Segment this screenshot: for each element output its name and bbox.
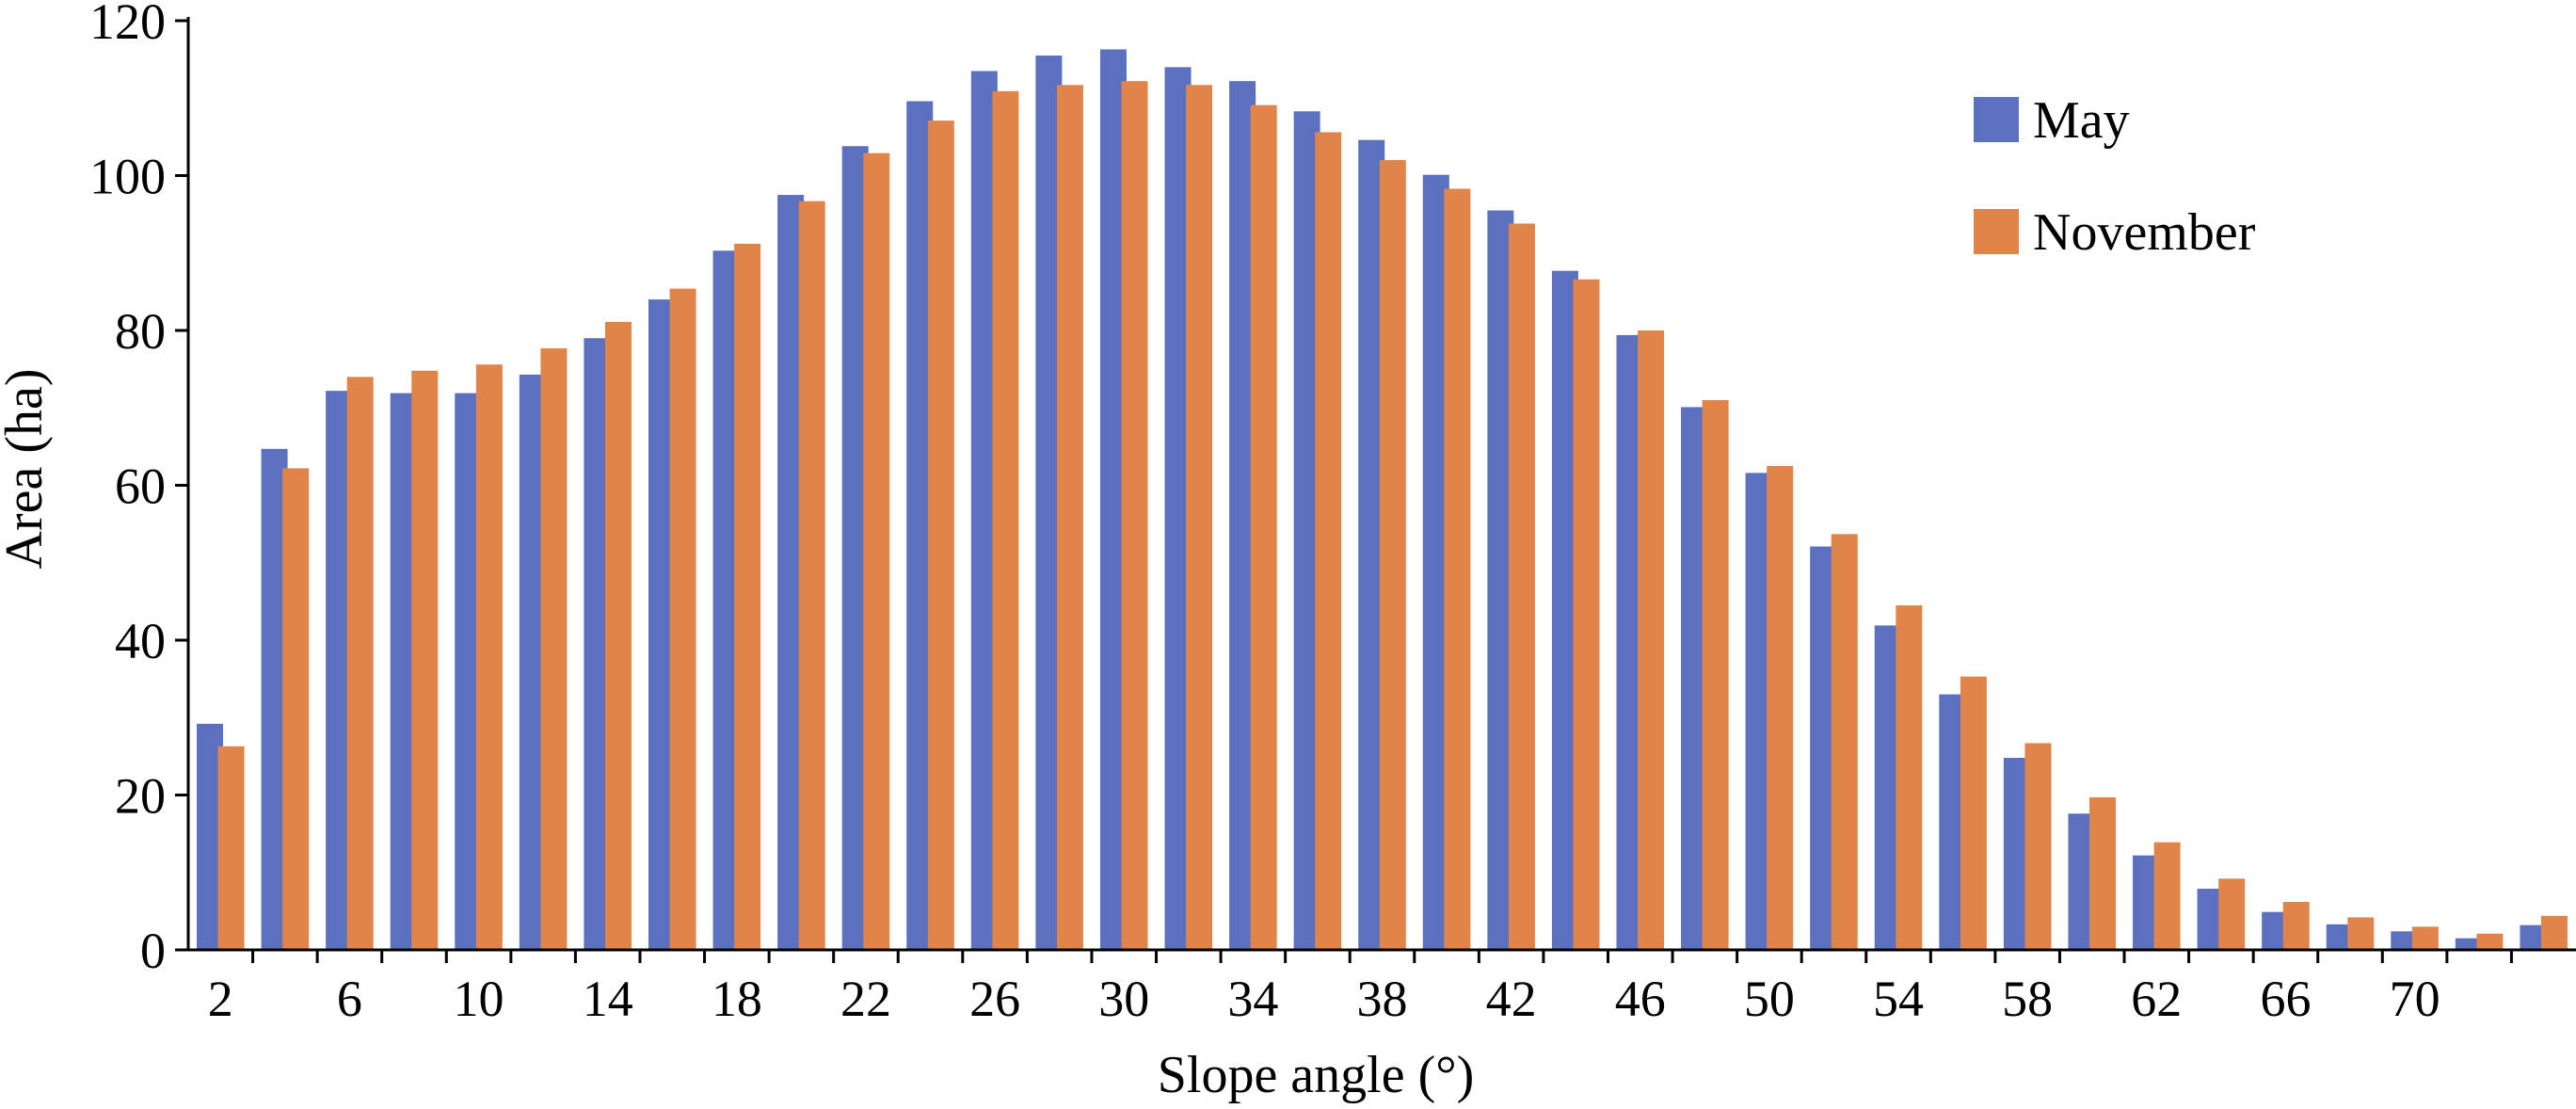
- x-tick-label-26: 26: [969, 971, 1020, 1027]
- x-tick-label-38: 38: [1357, 971, 1408, 1027]
- bar-november-34: [2347, 917, 2375, 950]
- bars-layer: [197, 49, 2568, 951]
- bar-may-35: [2391, 931, 2418, 950]
- bar-november-33: [2282, 902, 2310, 950]
- y-tick-label-80: 80: [115, 303, 166, 360]
- x-tick-label-42: 42: [1486, 971, 1537, 1027]
- x-tick-label-22: 22: [840, 971, 891, 1027]
- bar-november-30: [2089, 796, 2117, 950]
- y-tick-label-40: 40: [115, 613, 166, 669]
- bar-november-25: [1767, 465, 1794, 950]
- bar-november-18: [1315, 132, 1342, 950]
- bar-november-12: [927, 121, 954, 951]
- x-tick-label-10: 10: [454, 971, 504, 1027]
- x-tick-label-62: 62: [2131, 971, 2182, 1027]
- x-tick-label-6: 6: [337, 971, 362, 1027]
- bar-november-2: [282, 468, 310, 950]
- bar-november-29: [2024, 743, 2052, 950]
- bar-may-36: [2455, 938, 2482, 950]
- y-tick-label-60: 60: [115, 458, 166, 515]
- bar-november-14: [1056, 85, 1083, 950]
- bar-november-13: [992, 90, 1019, 950]
- bar-november-21: [1508, 223, 1535, 950]
- x-tick-label-54: 54: [1873, 971, 1924, 1027]
- bar-november-36: [2476, 933, 2504, 950]
- bar-november-6: [540, 347, 568, 951]
- bar-november-35: [2411, 926, 2439, 950]
- bar-november-5: [475, 364, 503, 950]
- bar-november-20: [1444, 188, 1471, 951]
- bar-november-15: [1121, 81, 1148, 950]
- legend-label-may: May: [2033, 91, 2130, 150]
- x-tick-label-14: 14: [583, 971, 633, 1027]
- bar-november-10: [798, 201, 825, 950]
- y-tick-label-20: 20: [115, 768, 166, 825]
- bar-november-37: [2541, 915, 2568, 950]
- legend: May November: [1974, 91, 2256, 262]
- bar-november-17: [1250, 104, 1277, 951]
- bar-november-19: [1379, 160, 1406, 951]
- y-tick-label-0: 0: [140, 923, 166, 979]
- bar-november-27: [1896, 604, 1923, 950]
- bar-november-1: [217, 746, 245, 950]
- bar-november-22: [1573, 279, 1600, 951]
- bar-november-16: [1186, 85, 1213, 950]
- x-tick-label-58: 58: [2002, 971, 2053, 1027]
- bar-november-9: [734, 243, 761, 950]
- x-tick-label-46: 46: [1615, 971, 1666, 1027]
- bar-november-32: [2218, 878, 2246, 950]
- bar-november-23: [1638, 330, 1665, 950]
- bar-november-24: [1702, 400, 1729, 950]
- x-tick-label-70: 70: [2390, 971, 2440, 1027]
- bar-november-4: [411, 370, 439, 950]
- x-tick-label-30: 30: [1098, 971, 1149, 1027]
- x-tick-label-34: 34: [1227, 971, 1278, 1027]
- bar-november-7: [604, 321, 632, 950]
- y-tick-label-120: 120: [89, 0, 166, 50]
- bar-november-3: [346, 377, 374, 951]
- bar-november-31: [2153, 842, 2181, 950]
- legend-swatch-may: [1974, 97, 2019, 142]
- bar-november-11: [863, 153, 890, 950]
- y-tick-label-100: 100: [89, 149, 166, 205]
- x-axis-label: Slope angle (°): [1158, 1046, 1475, 1104]
- x-tick-label-18: 18: [712, 971, 762, 1027]
- bar-november-26: [1831, 534, 1858, 950]
- x-tick-label-66: 66: [2260, 971, 2311, 1027]
- x-tick-label-2: 2: [208, 971, 233, 1027]
- legend-swatch-november: [1974, 209, 2019, 254]
- bar-november-28: [1960, 676, 1987, 950]
- x-tick-label-50: 50: [1744, 971, 1795, 1027]
- bar-november-8: [669, 288, 696, 951]
- y-axis-label: Area (ha): [0, 369, 54, 570]
- legend-label-november: November: [2033, 203, 2256, 262]
